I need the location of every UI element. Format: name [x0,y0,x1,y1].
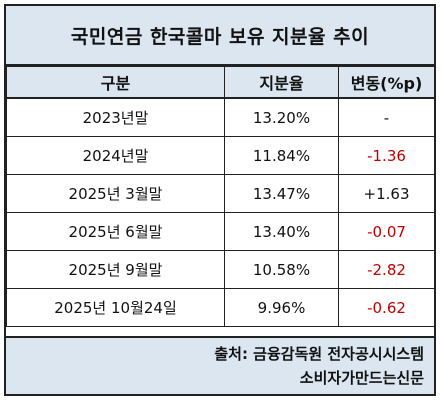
period-cell: 2024년말 [6,136,225,175]
share-table: 구분 지분율 변동(%p) 2023년말 13.20% - 2024년말 11.… [6,66,435,327]
change-cell: -1.36 [338,136,435,175]
share-cell: 10.58% [224,250,339,289]
table-row: 2025년 10월24일 9.96% -0.62 [6,288,435,327]
table-row: 2024년말 11.84% -1.36 [6,136,435,175]
table-row: 2025년 6월말 13.40% -0.07 [6,212,435,251]
header-change: 변동(%p) [338,66,435,99]
change-cell: -0.07 [338,212,435,251]
change-cell: - [338,97,435,137]
table-row: 2025년 3월말 13.47% +1.63 [6,174,435,213]
period-cell: 2025년 6월말 [6,212,225,251]
period-cell: 2025년 10월24일 [6,288,225,327]
publisher-text: 소비자가만드는신문 [299,369,424,387]
table-row: 2025년 9월말 10.58% -2.82 [6,250,435,289]
change-cell: -0.62 [338,288,435,327]
table-frame: 국민연금 한국콜마 보유 지분율 추이 구분 지분율 변동(%p) 2023년말… [4,4,436,396]
header-row: 구분 지분율 변동(%p) [6,66,435,99]
header-share: 지분율 [224,66,339,99]
share-cell: 13.40% [224,212,339,251]
source-text: 출처: 금융감독원 전자공시시스템 [214,345,424,363]
header-period: 구분 [6,66,225,99]
table-footer: 출처: 금융감독원 전자공시시스템 소비자가만드는신문 [6,336,434,394]
share-cell: 13.20% [224,97,339,137]
period-cell: 2023년말 [6,97,225,137]
change-cell: +1.63 [338,174,435,213]
table-title: 국민연금 한국콜마 보유 지분율 추이 [6,6,434,66]
change-cell: -2.82 [338,250,435,289]
period-cell: 2025년 9월말 [6,250,225,289]
period-cell: 2025년 3월말 [6,174,225,213]
share-cell: 13.47% [224,174,339,213]
share-cell: 9.96% [224,288,339,327]
share-cell: 11.84% [224,136,339,175]
table-row: 2023년말 13.20% - [6,97,435,137]
